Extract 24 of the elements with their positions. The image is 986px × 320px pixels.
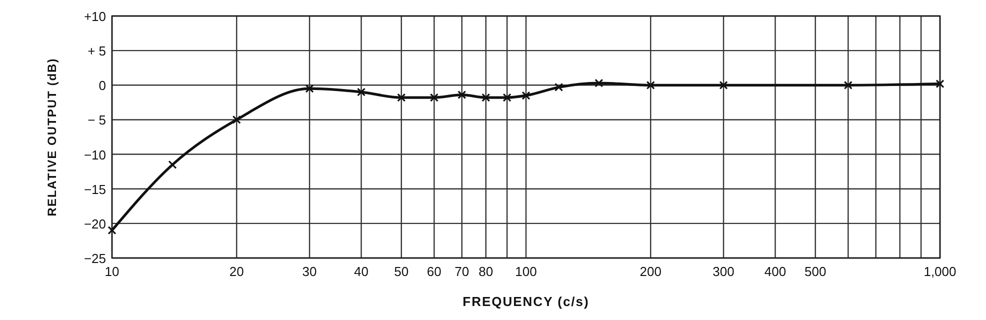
x-tick-label: 500 [804, 264, 826, 279]
y-tick-label: 0 [98, 78, 106, 94]
y-tick-label: −20 [84, 216, 106, 232]
y-tick-label: +10 [84, 9, 106, 24]
x-tick-label: 70 [454, 264, 470, 279]
y-tick-label: −10 [84, 147, 106, 162]
x-tick-label: 60 [426, 264, 442, 279]
x-tick-label: 40 [354, 264, 368, 279]
y-tick-label: −25 [84, 251, 106, 266]
x-tick-label: 1,000 [924, 264, 956, 279]
y-tick-label: −15 [84, 182, 106, 197]
x-tick-label: 30 [302, 264, 317, 279]
x-tick-label: 10 [104, 264, 120, 279]
y-tick-label: − 5 [88, 112, 106, 128]
x-tick-label: 100 [515, 264, 537, 279]
x-tick-label: 50 [394, 264, 409, 279]
x-tick-label: 20 [229, 264, 244, 279]
x-axis-title: FREQUENCY (c/s) [462, 294, 590, 309]
x-tick-label: 200 [640, 264, 662, 279]
y-axis-title: RELATIVE OUTPUT (dB) [45, 58, 59, 216]
y-tick-label: + 5 [88, 44, 106, 59]
x-tick-label: 80 [478, 264, 494, 279]
x-tick-label: 400 [764, 264, 786, 279]
x-tick-label: 300 [712, 264, 734, 279]
